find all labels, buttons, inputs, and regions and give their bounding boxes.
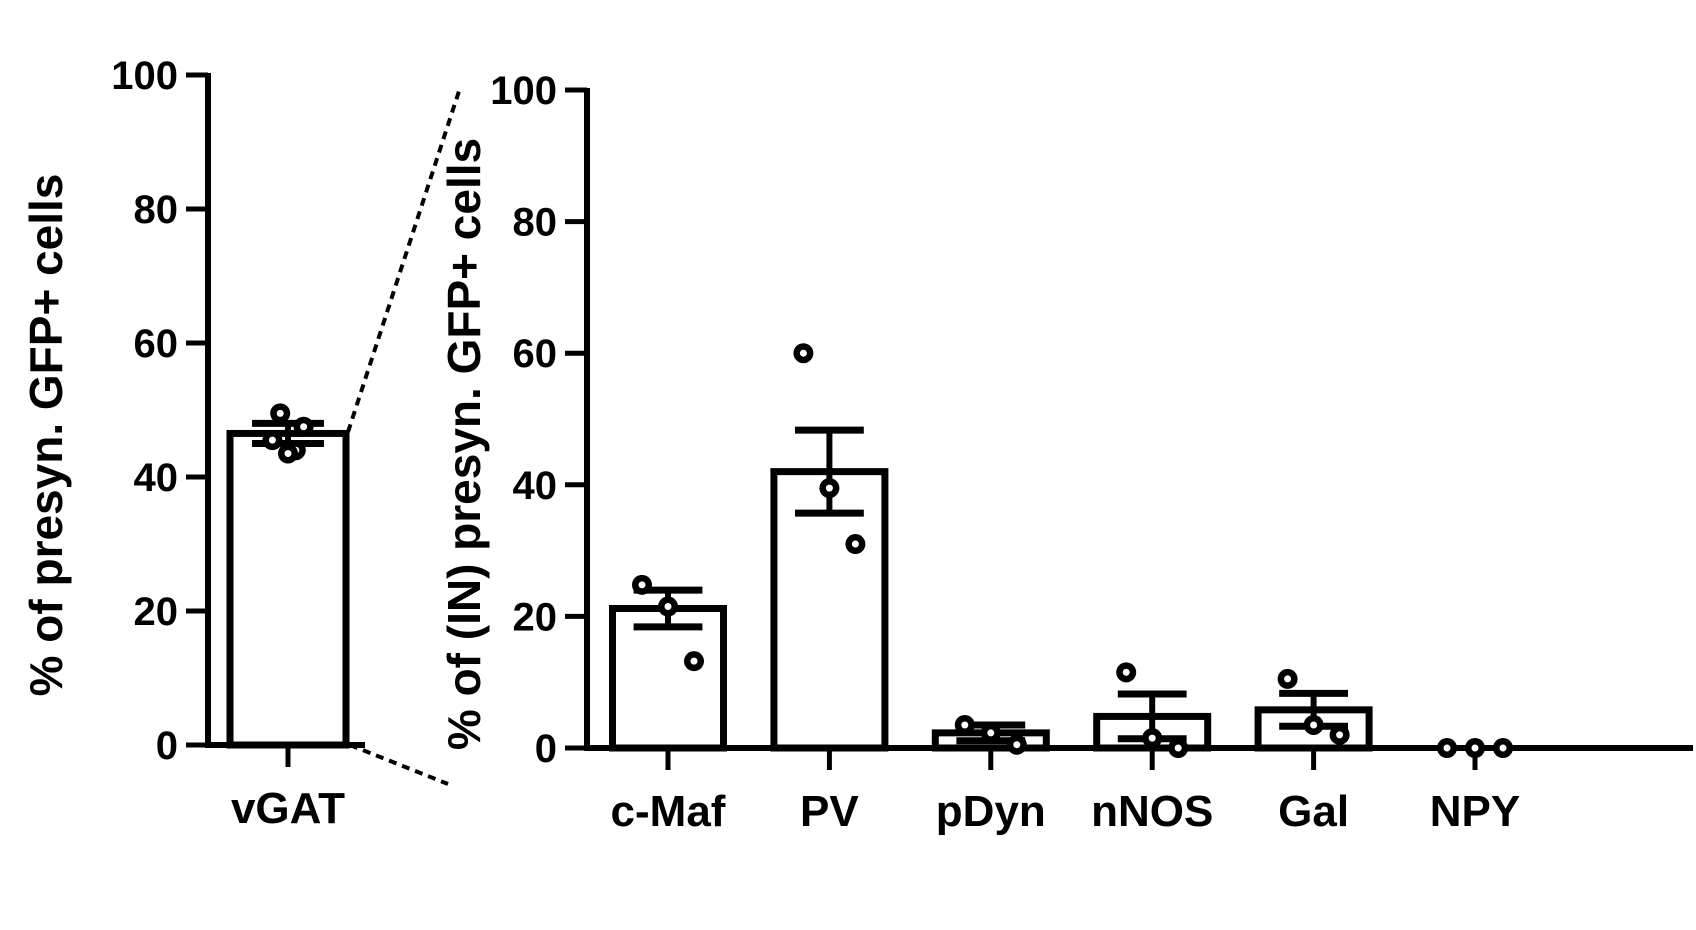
data-point-center bbox=[664, 603, 672, 611]
data-point-center bbox=[284, 450, 292, 458]
x-tick-label: nNOS bbox=[1091, 787, 1213, 836]
data-point-center bbox=[961, 721, 969, 729]
y-tick-label: 0 bbox=[156, 724, 178, 768]
x-tick-label: c-Maf bbox=[611, 787, 726, 836]
x-tick-label: Gal bbox=[1278, 787, 1349, 836]
x-tick-label: pDyn bbox=[936, 787, 1046, 836]
data-point-center bbox=[851, 540, 859, 548]
x-tick-label: NPY bbox=[1430, 787, 1520, 836]
zoom-line-upper bbox=[346, 87, 462, 433]
y-tick-label: 100 bbox=[111, 54, 178, 98]
y-tick-label: 80 bbox=[513, 201, 558, 245]
y-tick-label: 40 bbox=[134, 456, 179, 500]
y-tick-label: 80 bbox=[134, 188, 179, 232]
data-point-center bbox=[1122, 668, 1130, 676]
y-axis-title: % of (IN) presyn. GFP+ cells bbox=[438, 138, 490, 750]
data-point-center bbox=[799, 349, 807, 357]
data-point-center bbox=[1499, 744, 1507, 752]
y-tick-label: 100 bbox=[490, 69, 557, 113]
y-tick-label: 40 bbox=[513, 464, 558, 508]
y-axis-title: % of presyn. GFP+ cells bbox=[20, 174, 72, 697]
zoom-connector-lines bbox=[346, 87, 462, 786]
data-point-center bbox=[1174, 744, 1182, 752]
y-tick-label: 20 bbox=[134, 590, 179, 634]
x-tick-label: vGAT bbox=[231, 784, 345, 833]
bar-vGAT bbox=[226, 429, 350, 749]
vgat-panel: 0 20 40 60 80 100 % of presyn. GFP+ cells vGAT bbox=[20, 54, 365, 833]
x-tick-label: PV bbox=[800, 787, 859, 836]
data-point-center bbox=[690, 657, 698, 665]
y-tick-label: 0 bbox=[535, 727, 557, 771]
data-point-center bbox=[1013, 741, 1021, 749]
data-point-center bbox=[638, 581, 646, 589]
data-point-center bbox=[268, 436, 276, 444]
data-point-center bbox=[276, 409, 284, 417]
bar-PV bbox=[770, 468, 889, 752]
data-point-center bbox=[300, 423, 308, 431]
y-tick-label: 60 bbox=[134, 322, 179, 366]
data-point-center bbox=[1284, 675, 1292, 683]
data-point-center bbox=[1148, 734, 1156, 742]
y-tick-label: 20 bbox=[513, 595, 558, 639]
y-tick-label: 60 bbox=[513, 332, 558, 376]
data-point-center bbox=[987, 729, 995, 737]
data-point-center bbox=[1471, 744, 1479, 752]
data-point-center bbox=[1336, 731, 1344, 739]
data-point-center bbox=[1443, 744, 1451, 752]
data-point-center bbox=[1310, 721, 1318, 729]
data-point-center bbox=[825, 484, 833, 492]
zoom-line-lower bbox=[349, 743, 449, 786]
interneuron-panel: 0 20 40 60 80 100% of (IN) presyn. GFP+ cells… bbox=[438, 69, 1693, 836]
